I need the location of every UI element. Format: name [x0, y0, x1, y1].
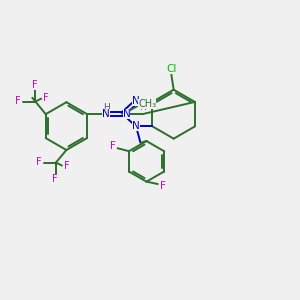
Text: F: F [43, 93, 49, 103]
Text: CH₃: CH₃ [138, 99, 157, 109]
Text: F: F [36, 157, 41, 167]
Text: N: N [133, 96, 140, 106]
Text: N: N [123, 109, 130, 119]
Text: F: F [160, 181, 166, 191]
Text: H: H [103, 103, 110, 112]
Text: F: F [64, 161, 69, 171]
Text: F: F [32, 80, 37, 90]
Text: Cl: Cl [166, 64, 176, 74]
Text: N: N [102, 109, 110, 118]
Text: H: H [139, 103, 146, 112]
Text: F: F [110, 141, 116, 151]
Text: F: F [52, 174, 58, 184]
Text: F: F [15, 96, 21, 106]
Text: N: N [133, 121, 140, 131]
